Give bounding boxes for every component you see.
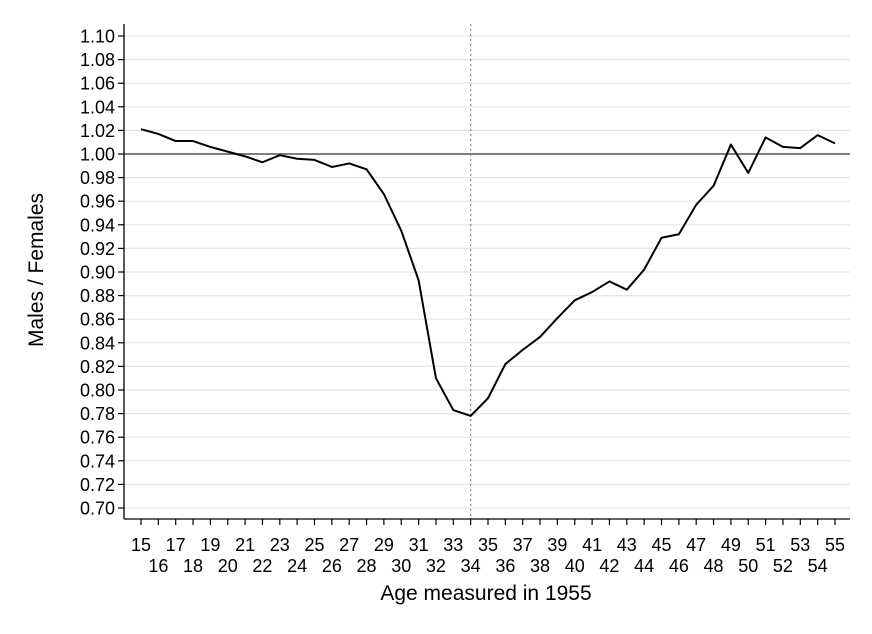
y-axis-title: Males / Females <box>25 193 48 347</box>
x-tick-label: 21 <box>235 535 255 555</box>
y-tick-label: 1.04 <box>80 97 115 117</box>
x-axis-title: Age measured in 1955 <box>380 582 591 605</box>
y-tick-label: 0.72 <box>80 475 115 495</box>
x-tick-label: 48 <box>704 556 724 576</box>
gridlines <box>124 35 850 509</box>
y-tick-label: 1.02 <box>80 121 115 141</box>
y-tick-label: 0.82 <box>80 357 115 377</box>
x-tick-label: 30 <box>391 556 411 576</box>
x-tick-label: 43 <box>617 535 637 555</box>
x-tick-label: 39 <box>547 535 567 555</box>
x-tick-label: 44 <box>634 556 654 576</box>
x-tick-label: 18 <box>183 556 203 576</box>
y-tick-label: 1.00 <box>80 145 115 165</box>
y-tick-label: 0.84 <box>80 333 115 353</box>
y-tick-label: 1.10 <box>80 27 115 47</box>
x-tick-label: 25 <box>304 535 324 555</box>
x-tick-label: 38 <box>530 556 550 576</box>
x-tick-label: 17 <box>166 535 186 555</box>
x-tick-label: 51 <box>756 535 776 555</box>
x-tick-label: 45 <box>651 535 671 555</box>
x-axis-ticks: 1516171819202122232425262728293031323334… <box>131 519 845 576</box>
y-tick-label: 0.94 <box>80 215 115 235</box>
x-tick-label: 47 <box>686 535 706 555</box>
reference-lines <box>124 24 850 519</box>
y-tick-label: 1.08 <box>80 50 115 70</box>
y-tick-label: 0.90 <box>80 263 115 283</box>
x-tick-label: 53 <box>790 535 810 555</box>
y-tick-label: 0.86 <box>80 310 115 330</box>
x-tick-label: 34 <box>461 556 481 576</box>
x-tick-label: 55 <box>825 535 845 555</box>
x-tick-label: 15 <box>131 535 151 555</box>
y-tick-label: 0.80 <box>80 381 115 401</box>
x-tick-label: 23 <box>270 535 290 555</box>
y-tick-label: 0.98 <box>80 168 115 188</box>
x-tick-label: 22 <box>252 556 272 576</box>
x-tick-label: 28 <box>357 556 377 576</box>
x-tick-label: 37 <box>513 535 533 555</box>
y-tick-label: 0.74 <box>80 451 115 471</box>
x-tick-label: 36 <box>495 556 515 576</box>
y-tick-label: 0.88 <box>80 286 115 306</box>
y-tick-label: 1.06 <box>80 74 115 94</box>
x-tick-label: 40 <box>565 556 585 576</box>
x-tick-label: 46 <box>669 556 689 576</box>
y-tick-label: 0.70 <box>80 499 115 519</box>
x-tick-label: 24 <box>287 556 307 576</box>
x-tick-label: 19 <box>200 535 220 555</box>
x-tick-label: 16 <box>148 556 168 576</box>
x-tick-label: 31 <box>409 535 429 555</box>
x-tick-label: 52 <box>773 556 793 576</box>
x-tick-label: 49 <box>721 535 741 555</box>
x-tick-label: 29 <box>374 535 394 555</box>
y-tick-label: 0.96 <box>80 192 115 212</box>
x-tick-label: 20 <box>218 556 238 576</box>
x-tick-label: 26 <box>322 556 342 576</box>
x-tick-label: 27 <box>339 535 359 555</box>
y-axis-ticks: 0.70 0.72 0.74 0.76 0.78 0.80 0.82 0.84 0.86 0.88… <box>80 27 124 519</box>
x-tick-label: 50 <box>738 556 758 576</box>
x-tick-label: 41 <box>582 535 602 555</box>
series-males-females-ratio <box>140 128 836 417</box>
x-tick-label: 33 <box>443 535 463 555</box>
x-tick-label: 54 <box>808 556 828 576</box>
x-tick-label: 32 <box>426 556 446 576</box>
series-line <box>140 128 836 417</box>
y-tick-label: 0.92 <box>80 239 115 259</box>
x-tick-label: 35 <box>478 535 498 555</box>
y-tick-label: 0.76 <box>80 428 115 448</box>
y-tick-label: 0.78 <box>80 404 115 424</box>
x-tick-label: 42 <box>599 556 619 576</box>
